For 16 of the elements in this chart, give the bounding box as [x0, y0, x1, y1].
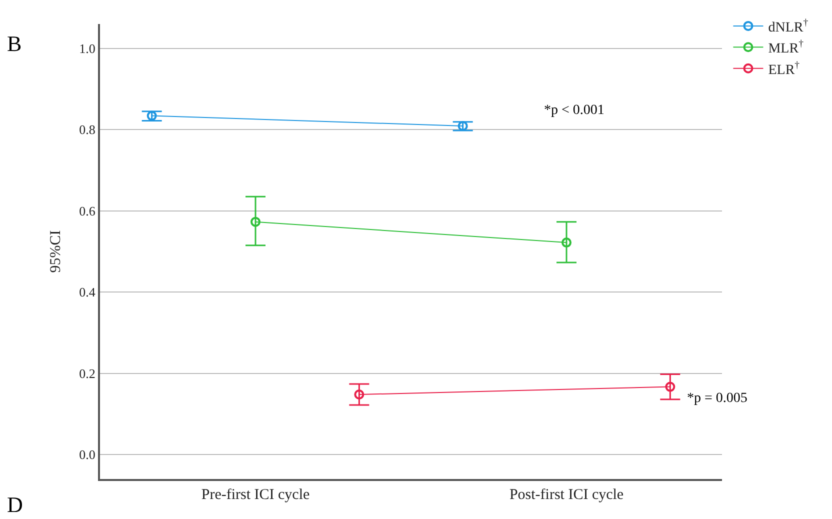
y-tick-label: 0.0: [79, 447, 96, 462]
y-tick-label: 0.4: [79, 284, 96, 300]
y-tick-label: 1.0: [79, 40, 96, 56]
x-tick-label: Pre-first ICI cycle: [201, 487, 310, 503]
y-tick-label: 0.8: [79, 122, 96, 138]
x-tick-label: Post-first ICI cycle: [509, 487, 624, 503]
text: D: [7, 492, 23, 517]
annotation: *p < 0.001: [544, 103, 604, 118]
y-tick-label: 0.6: [79, 203, 96, 218]
legend-label: dNLR$^{†}$: [768, 18, 808, 36]
y-axis-title: 95%CI: [48, 230, 64, 273]
legend-label: MLR$^{†}$: [768, 38, 804, 57]
y-tick-label: 0.2: [79, 366, 96, 381]
annotation: *p = 0.005: [687, 391, 748, 406]
legend-label: ELR$^{†}$: [768, 60, 800, 78]
text: B: [7, 31, 22, 56]
